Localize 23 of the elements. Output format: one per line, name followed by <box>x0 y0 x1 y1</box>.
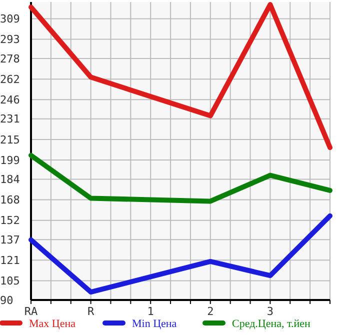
x-tick-label: 3 <box>266 305 274 318</box>
y-tick-label: 152 <box>0 214 20 228</box>
y-tick-label: 215 <box>0 133 20 146</box>
y-tick-label: 121 <box>0 254 20 268</box>
y-tick-label: 262 <box>0 72 20 86</box>
y-tick-label: 105 <box>0 274 20 288</box>
y-tick-label: 278 <box>0 52 20 66</box>
y-tick-label: 231 <box>0 112 20 126</box>
x-tick-label: RA <box>24 305 38 318</box>
y-tick-label: 293 <box>0 33 20 46</box>
y-tick-label: 309 <box>0 12 20 26</box>
y-tick-label: 199 <box>0 154 20 167</box>
y-tick-label: 184 <box>0 173 20 186</box>
y-tick-label: 168 <box>0 194 20 207</box>
y-tick-label: 246 <box>0 93 20 106</box>
legend-label: Max Цена <box>29 318 76 330</box>
legend-label: Сред.Цена, т.йен <box>232 318 311 330</box>
legend-label: Min Цена <box>132 318 177 330</box>
x-tick-label: R <box>87 305 94 318</box>
x-tick-label: 2 <box>207 305 214 318</box>
y-tick-label: 90 <box>0 294 14 307</box>
x-tick-label: 1 <box>147 305 154 318</box>
y-tick-label: 137 <box>0 233 20 246</box>
